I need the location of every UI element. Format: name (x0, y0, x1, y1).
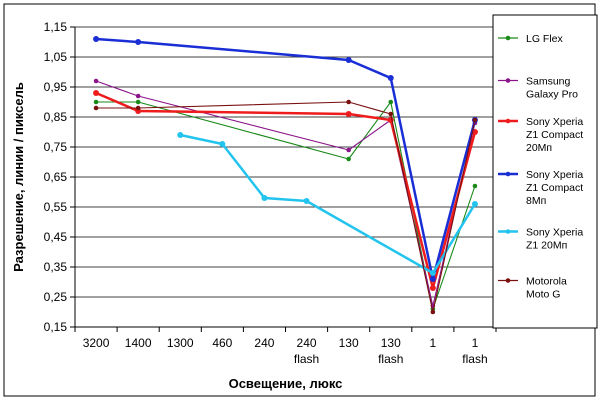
series-line-0 (96, 101, 476, 310)
legend-label: Sony Xperia (526, 227, 583, 239)
data-point (303, 198, 310, 204)
legend-label: Motorola (526, 276, 567, 288)
data-point (429, 276, 436, 282)
data-point (135, 93, 141, 99)
y-tick-label: 1,05 (44, 50, 68, 64)
x-tick-label: 1 (430, 336, 437, 350)
data-point (345, 57, 352, 63)
data-point (471, 201, 478, 207)
y-tick-label: 0,55 (44, 200, 68, 214)
legend-label: Z1 Compact (526, 129, 583, 141)
legend-label: Z1 20Мп (526, 240, 567, 252)
y-tick-label: 0,75 (44, 140, 68, 154)
x-tick-label: 1 (472, 336, 479, 350)
y-tick-label: 0,85 (44, 110, 68, 124)
legend-label: Samsung (526, 76, 571, 88)
data-point (93, 90, 100, 96)
legend-marker-2 (505, 118, 511, 124)
x-tick-label: 130 (381, 336, 401, 350)
legend-label: 20Мп (526, 142, 552, 154)
x-tick-label: 240 (254, 336, 274, 350)
data-point (346, 99, 351, 105)
y-tick-label: 0,35 (44, 260, 68, 274)
y-tick-label: 0,95 (44, 80, 68, 94)
legend-label: Galaxy Pro (526, 89, 578, 101)
data-point (387, 75, 394, 81)
data-point (93, 105, 99, 111)
data-point (346, 156, 351, 162)
legend-label: Moto G (526, 289, 560, 301)
legend-label: Sony Xperia (526, 116, 583, 128)
data-point (388, 99, 394, 105)
x-tick-label: 130 (339, 336, 359, 350)
y-tick-label: 1,15 (44, 20, 68, 34)
data-point (219, 141, 226, 147)
x-axis-title: Освещение, люкс (229, 376, 343, 391)
data-point (135, 105, 141, 111)
series-line-4 (179, 133, 477, 275)
legend-marker-1 (505, 78, 511, 83)
y-tick-label: 0,65 (44, 170, 68, 184)
x-tick-label: 240 (297, 336, 317, 350)
series-line-1 (95, 80, 476, 307)
data-point (388, 111, 394, 117)
data-point (93, 78, 99, 84)
data-point (261, 195, 268, 201)
x-tick-label: 1300 (167, 336, 194, 350)
x-tick-label: 1400 (125, 336, 152, 350)
legend-box (492, 14, 598, 329)
data-point (135, 99, 141, 105)
y-axis-title: Разрешение, линии / пиксель (11, 82, 26, 272)
y-tick-label: 0,45 (44, 230, 68, 244)
legend-marker-4 (505, 229, 511, 234)
legend-label: Z1 Compact (526, 182, 583, 194)
data-point (93, 99, 99, 105)
legend-label: LG Flex (526, 33, 564, 45)
legend-label: Sony Xperia (526, 169, 583, 181)
data-point (346, 147, 351, 153)
legend-marker-0 (505, 35, 511, 41)
legend-marker-3 (505, 171, 511, 177)
y-tick-label: 0,25 (44, 290, 68, 304)
y-tick-label: 0,15 (44, 320, 68, 334)
series-line-3 (95, 37, 477, 281)
data-point (430, 309, 436, 315)
legend-label: 8Мп (526, 195, 546, 207)
data-point (429, 270, 436, 276)
x-tick-label: flash (294, 352, 319, 366)
data-point (472, 183, 478, 189)
x-tick-label: flash (378, 352, 403, 366)
x-tick-label: 3200 (83, 336, 110, 350)
data-point (135, 39, 142, 45)
series-line-5 (96, 101, 476, 313)
data-point (177, 132, 184, 138)
data-point (472, 117, 478, 123)
x-tick-label: flash (462, 352, 487, 366)
data-point (345, 111, 352, 117)
x-tick-label: 460 (212, 336, 232, 350)
data-point (93, 36, 100, 42)
data-point (429, 285, 436, 291)
legend-marker-5 (505, 278, 511, 283)
